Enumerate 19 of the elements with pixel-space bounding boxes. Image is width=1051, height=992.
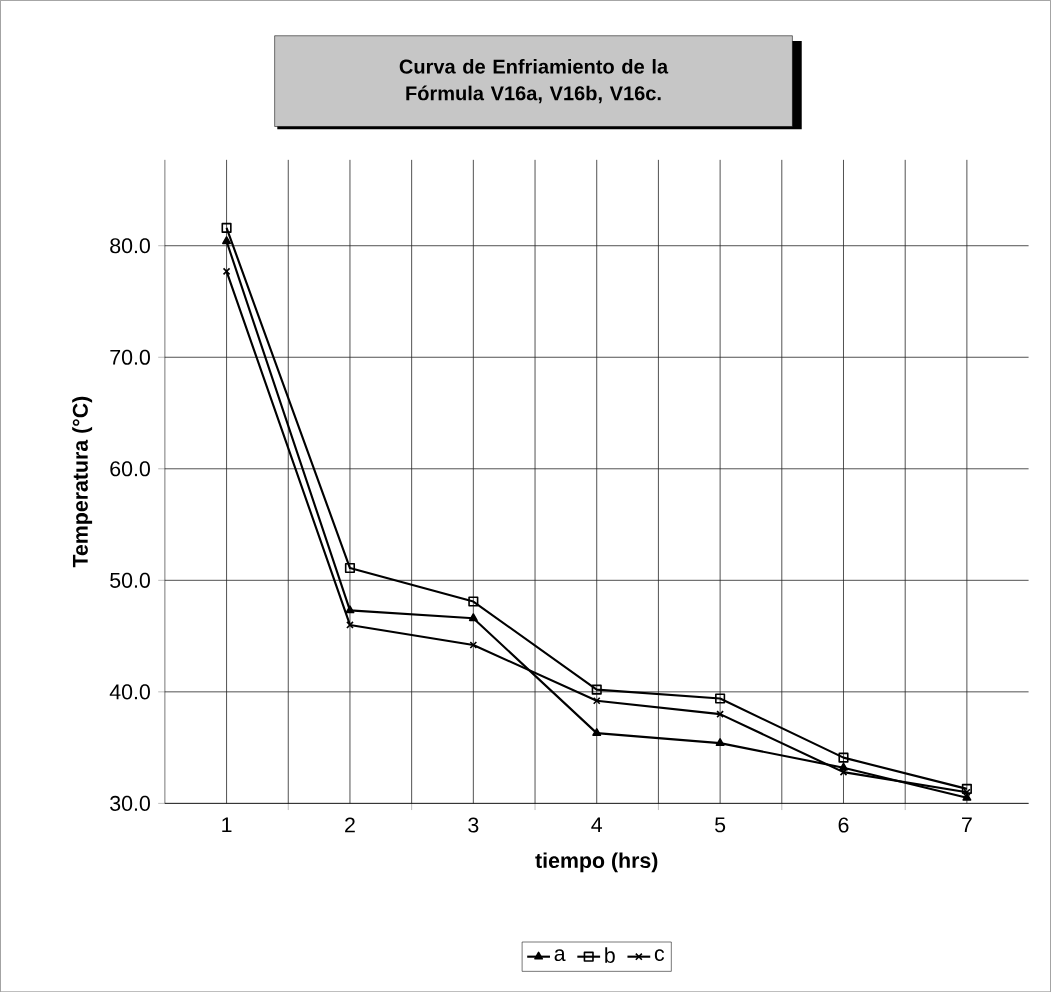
- y-tick-label: 70.0: [110, 349, 150, 365]
- y-tick-label: 30.0: [110, 795, 150, 811]
- y-tick-label: 40.0: [109, 684, 150, 700]
- x-tick-label: 4: [591, 817, 603, 832]
- y-tick-label: 60.0: [110, 461, 150, 477]
- chart-title: Curva de Enfriamiento de la Fórmula V16a, V16b, V16c.: [399, 58, 669, 104]
- x-axis-title: tiempo (hrs): [535, 852, 658, 873]
- legend-label: c: [654, 949, 665, 961]
- legend-label: b: [605, 947, 615, 963]
- x-tick-label: 5: [715, 817, 726, 833]
- y-tick-label: 50.0: [110, 572, 150, 588]
- x-tick-label: 6: [838, 817, 849, 833]
- y-axis-title: Temperatura (°C): [72, 396, 93, 568]
- x-tick-label: 1: [222, 817, 232, 832]
- x-tick-label: 3: [468, 817, 479, 833]
- x-tick-label: 2: [345, 817, 355, 833]
- y-tick-label: 80.0: [110, 238, 150, 254]
- legend-label: a: [554, 949, 566, 961]
- x-tick-label: 7: [962, 817, 972, 832]
